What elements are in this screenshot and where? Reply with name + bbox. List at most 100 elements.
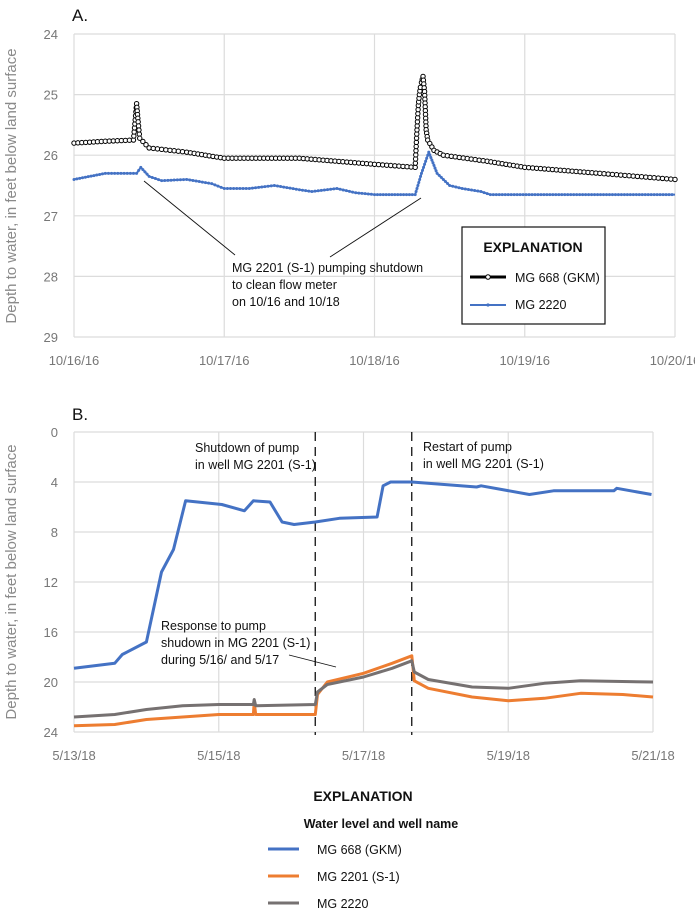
response-annotation-line-1: Response to pump [161,619,266,633]
response-annotation-line-2: shudown in MG 2201 (S-1) [161,636,310,650]
chart-a-marker-mg-2220 [593,193,597,197]
chart-a-marker-mg-2220 [473,189,477,193]
chart-a-marker-mg-2220 [153,177,157,181]
chart-a-marker-mg-2220 [145,172,149,176]
chart-a-marker-mg-2220 [100,172,104,176]
chart-a-marker-mg-668-gkm [672,176,678,183]
chart-a-y-tick-label: 24 [44,27,58,42]
chart-a-marker-mg-2220 [482,191,486,195]
chart-a-marker-mg-2220 [172,178,176,182]
chart-a-panel-label: A. [72,6,88,25]
chart-a-marker-mg-2220 [235,187,239,191]
chart-a-marker-mg-2220 [625,193,629,197]
chart-a-annotation-line-3: on 10/16 and 10/18 [232,295,340,309]
chart-a-marker-mg-2220 [89,174,93,178]
chart-a: A. Depth to water, in feet below land su… [3,6,695,368]
chart-a-marker-mg-2220 [407,193,411,197]
chart-a-marker-mg-2220 [294,187,298,191]
chart-a-marker-mg-2220 [476,189,480,193]
response-annotation-line-3: during 5/16/ and 5/17 [161,653,279,667]
chart-a-marker-mg-2220 [219,185,223,189]
chart-b-legend-label-mg2201: MG 2201 (S-1) [317,870,400,884]
chart-a-marker-mg-2220 [578,193,582,197]
chart-a-marker-mg-2220 [652,193,656,197]
chart-b-y-tick-label: 0 [51,425,58,440]
chart-a-annotation-leader-2 [329,197,422,258]
chart-b-legend-label-mg668: MG 668 (GKM) [317,843,402,857]
chart-a-marker-mg-2220 [599,193,603,197]
chart-a-marker-mg-2220 [197,180,201,184]
chart-a-marker-mg-2220 [413,193,417,197]
chart-a-marker-mg-2220 [341,188,345,192]
chart-a-marker-mg-2220 [404,193,408,197]
chart-b-series-mg-668-gkm [73,480,652,670]
chart-a-marker-mg-2220 [584,193,588,197]
chart-a-marker-mg-2220 [363,192,367,196]
chart-a-marker-mg-2220 [354,191,358,195]
chart-a-marker-mg-2220 [92,174,96,178]
chart-a-marker-mg-2220 [515,193,519,197]
chart-a-marker-mg-2220 [329,187,333,191]
chart-a-marker-mg-2220 [182,178,186,182]
chart-a-marker-mg-2220 [417,180,421,184]
chart-a-legend-label-mg2220: MG 2220 [515,298,566,312]
chart-a-marker-mg-2220 [536,193,540,197]
chart-a-marker-mg-2220 [429,155,433,159]
chart-a-marker-mg-2220 [103,171,107,175]
chart-b-series-mg-2201-s-1 [73,654,654,728]
chart-a-marker-mg-2220 [301,188,305,192]
chart-a-marker-mg-2220 [225,187,229,191]
chart-a-marker-mg-2220 [596,193,600,197]
chart-a-marker-mg-2220 [344,189,348,193]
chart-a-marker-mg-2220 [437,173,441,177]
chart-a-marker-mg-2220 [213,183,217,187]
chart-a-marker-mg-2220 [448,184,452,187]
chart-a-marker-mg-2220 [288,186,292,190]
chart-a-marker-mg-2220 [557,193,561,197]
chart-a-marker-mg-2220 [488,193,492,197]
chart-b-y-tick-label: 20 [44,675,58,690]
chart-a-marker-mg-2220 [545,193,549,197]
chart-a-marker-mg-2220 [527,193,531,197]
chart-a-marker-mg-2220 [357,191,361,195]
chart-a-marker-mg-2220 [628,193,632,197]
chart-b-legend-title: EXPLANATION [313,788,412,804]
chart-a-marker-mg-2220 [175,178,179,182]
chart-a-marker-mg-668-gkm [137,135,143,141]
shutdown-label-line-1: Shutdown of pump [195,441,299,455]
chart-a-marker-mg-2220 [509,193,513,197]
chart-a-marker-mg-2220 [106,171,110,175]
chart-a-marker-mg-2220 [539,193,543,197]
chart-a-marker-mg-2220 [566,193,570,197]
chart-a-marker-mg-2220 [422,165,426,169]
chart-a-marker-mg-2220 [670,193,674,197]
chart-a-marker-mg-2220 [419,171,423,175]
chart-b-y-tick-label: 8 [51,525,58,540]
chart-b-line-mg-668-gkm [73,480,652,670]
chart-a-marker-mg-2220 [640,193,644,197]
chart-a-marker-mg-2220 [375,193,379,197]
chart-a-marker-mg-2220 [194,179,198,183]
chart-a-marker-mg-2220 [497,193,501,197]
chart-a-y-axis-title: Depth to water, in feet below land surfa… [3,48,20,323]
chart-a-marker-mg-2220 [322,188,326,192]
chart-a-marker-mg-2220 [157,178,161,182]
chart-a-marker-mg-2220 [521,193,525,197]
chart-a-marker-mg-2220 [441,177,445,181]
chart-a-marker-mg-2220 [506,193,510,197]
chart-a-ticks: 24 25 26 27 28 29 10/16/16 10/17/16 10/18/16 10/1… [44,27,695,368]
chart-a-marker-mg-2220 [282,185,286,189]
response-annotation-leader [288,654,337,668]
chart-a-marker-mg-2220 [297,188,301,192]
chart-a-marker-mg-2220 [457,186,461,190]
chart-a-marker-mg-2220 [430,158,434,162]
chart-a-marker-mg-2220 [139,165,143,169]
chart-a-marker-mg-2220 [137,168,141,172]
chart-a-marker-mg-2220 [542,193,546,197]
chart-a-marker-mg-2220 [307,189,311,193]
chart-a-marker-mg-2220 [503,193,507,197]
chart-a-x-tick-label: 10/20/16 [650,353,695,368]
chart-a-marker-mg-2220 [554,193,558,197]
chart-a-marker-mg-2220 [222,187,226,191]
chart-a-marker-mg-2220 [381,193,385,197]
